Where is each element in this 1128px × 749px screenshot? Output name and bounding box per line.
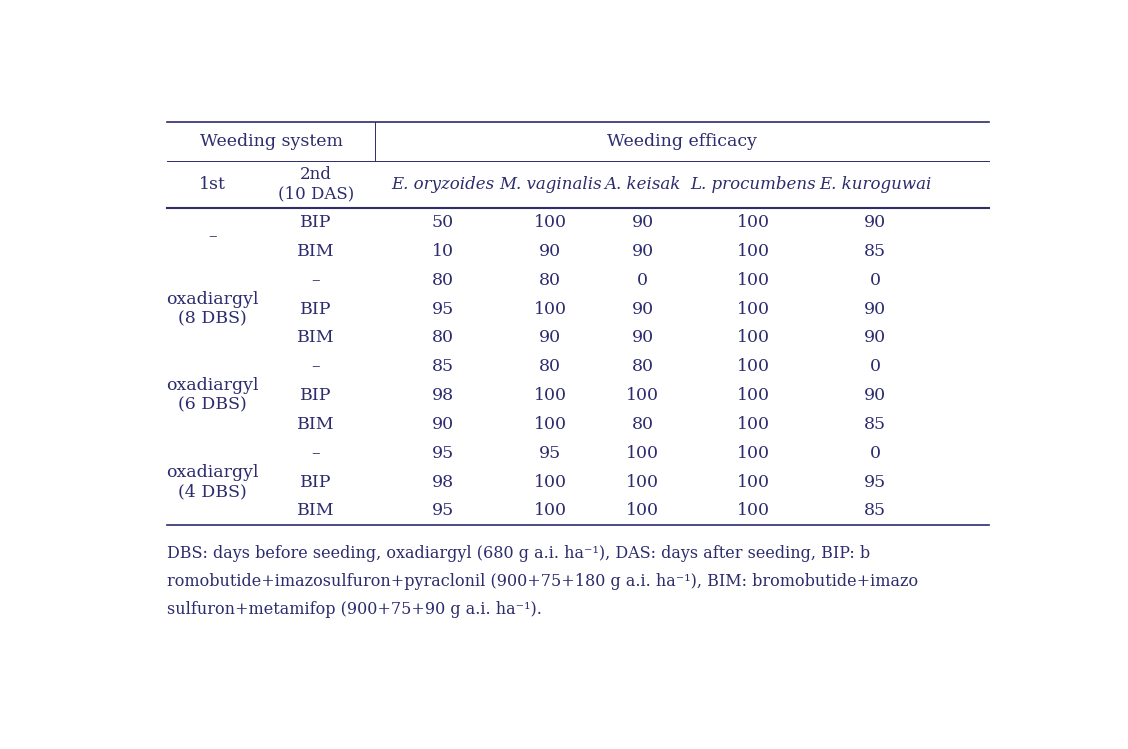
Text: Weeding system: Weeding system: [200, 133, 343, 150]
Text: 90: 90: [864, 214, 887, 231]
Text: E. oryzoides: E. oryzoides: [391, 176, 494, 193]
Text: 80: 80: [632, 416, 654, 433]
Text: 98: 98: [432, 387, 453, 404]
Text: 85: 85: [432, 358, 453, 375]
Text: 100: 100: [534, 214, 566, 231]
Text: 100: 100: [737, 473, 769, 491]
Text: sulfuron+metamifop (900+75+90 g a.i. ha⁻¹).: sulfuron+metamifop (900+75+90 g a.i. ha⁻…: [167, 601, 543, 618]
Text: BIM: BIM: [297, 330, 335, 346]
Text: 1st: 1st: [200, 176, 226, 193]
Text: 90: 90: [539, 243, 562, 260]
Text: 90: 90: [432, 416, 453, 433]
Text: 100: 100: [737, 387, 769, 404]
Text: 100: 100: [534, 416, 566, 433]
Text: 50: 50: [432, 214, 453, 231]
Text: 100: 100: [626, 445, 659, 461]
Text: 0: 0: [637, 272, 649, 288]
Text: BIM: BIM: [297, 243, 335, 260]
Text: L. procumbens: L. procumbens: [690, 176, 816, 193]
Text: 85: 85: [864, 243, 887, 260]
Text: 90: 90: [864, 387, 887, 404]
Text: 0: 0: [870, 358, 881, 375]
Text: 2nd
(10 DAS): 2nd (10 DAS): [277, 166, 354, 203]
Text: 90: 90: [632, 330, 654, 346]
Text: 100: 100: [534, 473, 566, 491]
Text: 100: 100: [626, 387, 659, 404]
Text: 80: 80: [539, 272, 561, 288]
Text: 90: 90: [864, 330, 887, 346]
Text: oxadiargyl
(4 DBS): oxadiargyl (4 DBS): [167, 464, 259, 500]
Text: 100: 100: [626, 473, 659, 491]
Text: 0: 0: [870, 445, 881, 461]
Text: 100: 100: [737, 503, 769, 519]
Text: BIP: BIP: [300, 473, 332, 491]
Text: A. keisak: A. keisak: [605, 176, 681, 193]
Text: 100: 100: [737, 416, 769, 433]
Text: –: –: [311, 358, 320, 375]
Text: 100: 100: [534, 300, 566, 318]
Text: 100: 100: [737, 358, 769, 375]
Text: 80: 80: [539, 358, 561, 375]
Text: 90: 90: [864, 300, 887, 318]
Text: E. kuroguwai: E. kuroguwai: [819, 176, 932, 193]
Text: BIP: BIP: [300, 214, 332, 231]
Text: 95: 95: [432, 300, 453, 318]
Text: –: –: [311, 445, 320, 461]
Text: 85: 85: [864, 503, 887, 519]
Text: 80: 80: [432, 272, 453, 288]
Text: 95: 95: [864, 473, 887, 491]
Text: oxadiargyl
(8 DBS): oxadiargyl (8 DBS): [167, 291, 259, 327]
Text: 95: 95: [539, 445, 562, 461]
Text: 95: 95: [432, 445, 453, 461]
Text: BIP: BIP: [300, 300, 332, 318]
Text: 98: 98: [432, 473, 453, 491]
Text: 95: 95: [432, 503, 453, 519]
Text: BIM: BIM: [297, 416, 335, 433]
Text: Weeding efficacy: Weeding efficacy: [607, 133, 757, 150]
Text: BIM: BIM: [297, 503, 335, 519]
Text: 100: 100: [737, 330, 769, 346]
Text: 90: 90: [632, 214, 654, 231]
Text: 80: 80: [632, 358, 654, 375]
Text: 100: 100: [534, 387, 566, 404]
Text: 85: 85: [864, 416, 887, 433]
Text: 100: 100: [626, 503, 659, 519]
Text: –: –: [311, 272, 320, 288]
Text: –: –: [209, 228, 217, 246]
Text: oxadiargyl
(6 DBS): oxadiargyl (6 DBS): [167, 377, 259, 414]
Text: 90: 90: [539, 330, 562, 346]
Text: 80: 80: [432, 330, 453, 346]
Text: 100: 100: [737, 214, 769, 231]
Text: 100: 100: [737, 243, 769, 260]
Text: 100: 100: [737, 445, 769, 461]
Text: 100: 100: [737, 300, 769, 318]
Text: 90: 90: [632, 243, 654, 260]
Text: 100: 100: [737, 272, 769, 288]
Text: romobutide+imazosulfuron+pyraclonil (900+75+180 g a.i. ha⁻¹), BIM: bromobutide+i: romobutide+imazosulfuron+pyraclonil (900…: [167, 573, 918, 590]
Text: 0: 0: [870, 272, 881, 288]
Text: M. vaginalis: M. vaginalis: [499, 176, 601, 193]
Text: BIP: BIP: [300, 387, 332, 404]
Text: DBS: days before seeding, oxadiargyl (680 g a.i. ha⁻¹), DAS: days after seeding,: DBS: days before seeding, oxadiargyl (68…: [167, 545, 871, 562]
Text: 10: 10: [432, 243, 453, 260]
Text: 90: 90: [632, 300, 654, 318]
Text: 100: 100: [534, 503, 566, 519]
